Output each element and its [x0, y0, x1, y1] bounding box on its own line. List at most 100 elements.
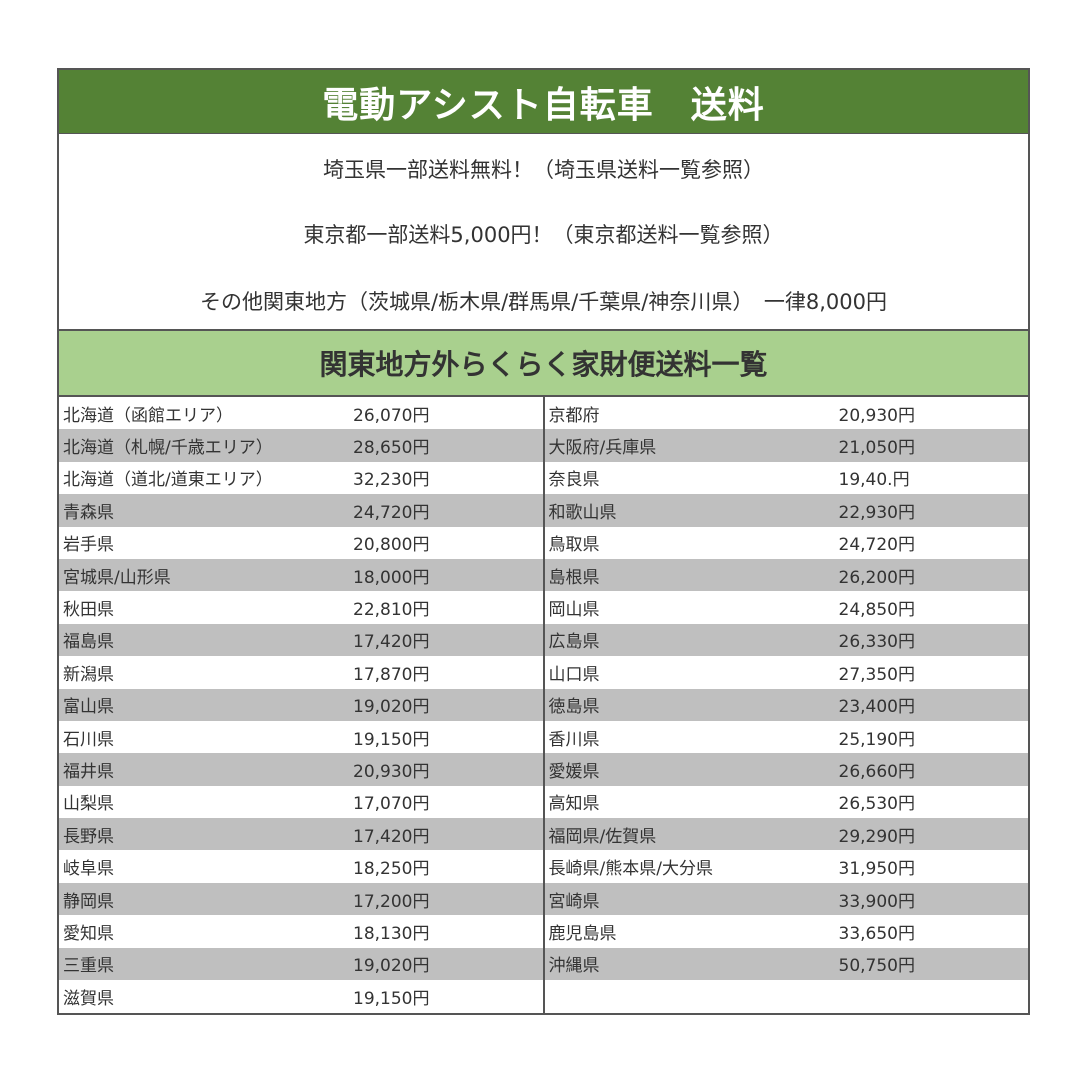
region-name: 静岡県 [63, 891, 114, 912]
region-name: 大阪府/兵庫県 [548, 438, 657, 459]
region-name: 富山県 [63, 697, 114, 718]
region-name: 石川県 [63, 729, 114, 750]
region-name: 愛知県 [63, 923, 114, 944]
table-row: 岐阜県 18,250円 [59, 850, 543, 882]
region-name: 福井県 [63, 761, 114, 782]
region-name: 新潟県 [63, 664, 114, 685]
region-name: 島根県 [548, 567, 600, 588]
shipping-price: 19,40.円 [838, 470, 910, 491]
region-name: 岩手県 [63, 535, 114, 556]
shipping-price: 18,130円 [353, 923, 430, 944]
table-row: 岡山県 24,850円 [545, 591, 1029, 623]
region-name: 滋賀県 [63, 988, 114, 1009]
region-name: 青森県 [63, 502, 114, 523]
fee-table: 北海道（函館エリア） 26,070円 北海道（札幌/千歳エリア） 28,650円 北海道… [59, 397, 1028, 1014]
shipping-price: 31,950円 [838, 859, 915, 880]
shipping-price: 26,070円 [353, 405, 430, 426]
table-row: 奈良県 19,40.円 [545, 462, 1029, 494]
shipping-price: 33,900円 [838, 891, 915, 912]
table-row: 愛知県 18,130円 [59, 915, 543, 947]
shipping-price: 26,200円 [838, 567, 915, 588]
shipping-price: 24,720円 [838, 535, 915, 556]
table-row: 富山県 19,020円 [59, 688, 543, 721]
notes-section: 埼玉県一部送料無料！（埼玉県送料一覧参照） 東京都一部送料5,000円！（東京都… [59, 134, 1028, 331]
shipping-price: 17,200円 [353, 891, 430, 912]
region-name: 高知県 [548, 794, 600, 815]
region-name: 長崎県/熊本県/大分県 [548, 859, 713, 880]
shipping-price: 18,250円 [353, 859, 430, 880]
region-name: 福島県 [63, 632, 114, 653]
shipping-price: 50,750円 [838, 956, 915, 977]
page-title: 電動アシスト自転車 送料 [59, 70, 1028, 134]
region-name: 和歌山県 [548, 502, 617, 523]
table-row: 広島県 26,330円 [544, 623, 1028, 657]
shipping-price: 20,930円 [353, 761, 430, 782]
table-row: 鹿児島県 33,650円 [545, 915, 1029, 947]
region-name: 宮崎県 [548, 891, 600, 912]
shipping-price: 19,020円 [353, 956, 430, 977]
table-row: 香川県 25,190円 [545, 721, 1029, 753]
table-row: 京都府 20,930円 [545, 397, 1029, 429]
table-row: 山口県 27,350円 [545, 656, 1029, 688]
table-row: 福岡県/佐賀県 29,290円 [544, 818, 1028, 851]
region-name: 北海道（札幌/千歳エリア） [63, 438, 273, 459]
table-row: 山梨県 17,070円 [59, 786, 543, 818]
shipping-price: 32,230円 [353, 470, 430, 491]
shipping-price: 17,420円 [353, 826, 430, 847]
table-row: 北海道（函館エリア） 26,070円 [59, 397, 543, 429]
table-row: 石川県 19,150円 [59, 721, 543, 753]
table-row: 徳島県 23,400円 [544, 688, 1028, 721]
region-name: 山梨県 [63, 794, 114, 815]
table-row: 滋賀県 19,150円 [59, 980, 543, 1012]
shipping-price: 28,650円 [353, 438, 430, 459]
table-row [545, 980, 1029, 1012]
table-row: 岩手県 20,800円 [59, 527, 543, 559]
region-name: 鹿児島県 [548, 923, 617, 944]
shipping-fee-sheet: 電動アシスト自転車 送料 埼玉県一部送料無料！（埼玉県送料一覧参照） 東京都一部… [57, 68, 1030, 1015]
table-row: 北海道（札幌/千歳エリア） 28,650円 [59, 429, 543, 462]
region-name: 岡山県 [548, 600, 600, 621]
note-kanto-other: その他関東地方（茨城県/栃木県/群馬県/千葉県/神奈川県） 一律8,000円 [200, 290, 887, 314]
region-name: 岐阜県 [63, 859, 114, 880]
fee-table-right: 京都府 20,930円大阪府/兵庫県 21,050円奈良県 19,40.円和歌山県 22… [544, 397, 1029, 1014]
table-row: 高知県 26,530円 [545, 786, 1029, 818]
shipping-price: 26,530円 [838, 794, 915, 815]
table-row: 和歌山県 22,930円 [544, 494, 1028, 527]
table-row: 新潟県 17,870円 [59, 656, 543, 688]
shipping-price: 20,930円 [838, 405, 915, 426]
shipping-price: 18,000円 [353, 567, 430, 588]
section-subtitle: 関東地方外らくらく家財便送料一覧 [59, 331, 1028, 397]
shipping-price: 26,660円 [838, 761, 915, 782]
shipping-price: 20,800円 [353, 535, 430, 556]
table-row: 長崎県/熊本県/大分県 31,950円 [545, 850, 1029, 882]
shipping-price: 17,070円 [353, 794, 430, 815]
region-name: 沖縄県 [548, 956, 600, 977]
region-name: 福岡県/佐賀県 [548, 826, 657, 847]
region-name: 鳥取県 [548, 535, 600, 556]
shipping-price: 27,350円 [838, 664, 915, 685]
table-row: 三重県 19,020円 [59, 947, 543, 981]
region-name: 京都府 [548, 405, 600, 426]
region-name: 三重県 [63, 956, 114, 977]
table-row: 青森県 24,720円 [59, 494, 543, 527]
region-name: 秋田県 [63, 600, 114, 621]
shipping-price: 25,190円 [838, 729, 915, 750]
region-name: 徳島県 [548, 697, 600, 718]
table-row: 宮崎県 33,900円 [544, 882, 1028, 916]
shipping-price: 24,720円 [353, 502, 430, 523]
note-tokyo: 東京都一部送料5,000円！（東京都送料一覧参照） [303, 223, 784, 247]
region-name: 香川県 [548, 729, 600, 750]
shipping-price: 19,150円 [353, 988, 430, 1009]
region-name: 北海道（道北/道東エリア） [63, 470, 273, 491]
shipping-price: 26,330円 [838, 632, 915, 653]
shipping-price: 17,420円 [353, 632, 430, 653]
shipping-price: 19,020円 [353, 697, 430, 718]
table-row: 島根県 26,200円 [544, 558, 1028, 592]
fee-table-left: 北海道（函館エリア） 26,070円 北海道（札幌/千歳エリア） 28,650円 北海道… [59, 397, 545, 1014]
table-row: 秋田県 22,810円 [59, 591, 543, 623]
region-name: 奈良県 [548, 470, 600, 491]
region-name: 広島県 [548, 632, 600, 653]
shipping-price: 21,050円 [838, 438, 915, 459]
table-row: 静岡県 17,200円 [59, 882, 543, 916]
region-name: 長野県 [63, 826, 114, 847]
